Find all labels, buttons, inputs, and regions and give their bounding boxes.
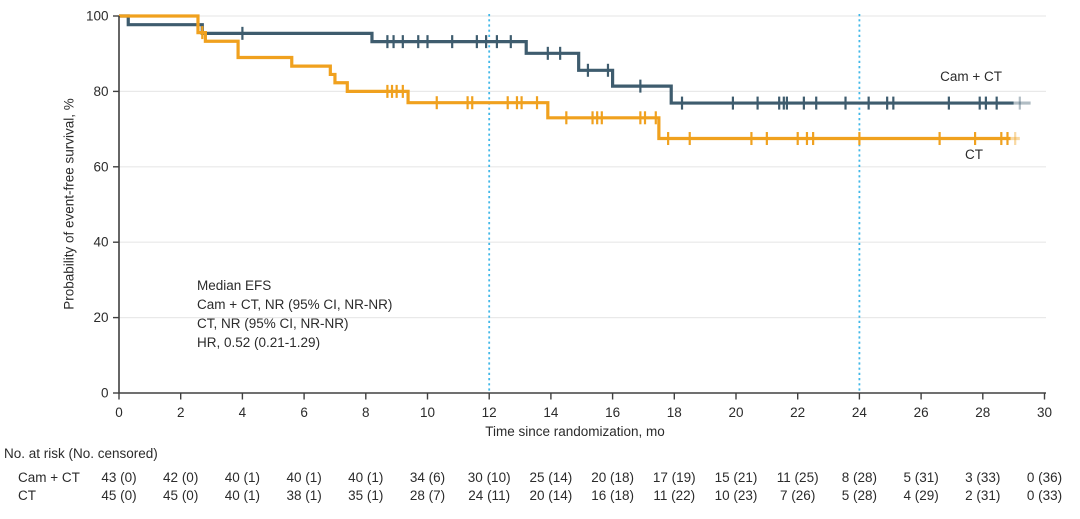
risk-cell: 25 (14)	[529, 470, 573, 485]
risk-cell: 5 (31)	[903, 470, 939, 485]
risk-cell: 16 (18)	[591, 488, 634, 503]
series-label-ct: CT	[965, 147, 983, 162]
y-tick-label: 100	[86, 9, 109, 24]
risk-cell: 38 (1)	[286, 488, 322, 503]
x-tick-label: 30	[1037, 405, 1052, 420]
x-tick-label: 28	[975, 405, 990, 420]
risk-cell: 8 (28)	[841, 470, 878, 485]
risk-cell: 11 (22)	[653, 488, 696, 503]
x-tick-label: 16	[605, 405, 620, 420]
risk-cell: 17 (19)	[652, 470, 696, 485]
y-tick-label: 40	[93, 235, 108, 250]
risk-table-row: CT 45 (0) 45 (0) 40 (1) 38 (1) 35 (1) 28 (7) 24…	[0, 488, 1080, 504]
risk-cell: 5 (28)	[841, 488, 878, 503]
y-tick-label: 20	[93, 310, 108, 325]
y-axis-title: Probability of event-free survival, %	[61, 98, 77, 310]
risk-cell: 2 (31)	[965, 488, 1001, 503]
x-tick-label: 4	[239, 405, 247, 420]
risk-cell: 42 (0)	[163, 470, 199, 485]
annotation-line-median: Median EFS	[197, 278, 272, 293]
risk-cell: 0 (33)	[1026, 488, 1063, 503]
risk-cell: 15 (21)	[714, 470, 758, 485]
risk-cell: 20 (18)	[591, 470, 634, 485]
risk-table-header: No. at risk (No. censored)	[4, 446, 158, 461]
risk-cell: 45 (0)	[101, 488, 137, 503]
x-tick-label: 0	[115, 405, 123, 420]
annotation-line-hr: HR, 0.52 (0.21-1.29)	[197, 335, 321, 350]
risk-cell: 3 (33)	[965, 470, 1001, 485]
km-curve	[119, 14, 1011, 141]
risk-cell: 40 (1)	[224, 488, 261, 503]
x-tick-label: 8	[362, 405, 370, 420]
risk-cell: 45 (0)	[163, 488, 199, 503]
risk-cell: 40 (1)	[286, 470, 322, 485]
risk-row-label: Cam + CT	[18, 470, 80, 485]
risk-cell: 35 (1)	[348, 488, 384, 503]
risk-cell: 34 (6)	[409, 470, 446, 485]
annotation-line-ct: CT, NR (95% CI, NR-NR)	[197, 316, 349, 331]
risk-cell: 30 (10)	[467, 470, 511, 485]
risk-row-label: CT	[18, 488, 36, 503]
x-tick-label: 6	[300, 405, 308, 420]
x-axis-title: Time since randomization, mo	[485, 424, 665, 439]
risk-cell: 10 (23)	[714, 488, 758, 503]
risk-cell: 40 (1)	[224, 470, 261, 485]
risk-cell: 0 (36)	[1026, 470, 1063, 485]
km-curve	[119, 14, 1014, 105]
x-tick-label: 24	[852, 405, 868, 420]
x-tick-label: 12	[482, 405, 497, 420]
x-tick-label: 20	[728, 405, 743, 420]
x-tick-label: 26	[914, 405, 929, 420]
x-tick-label: 18	[667, 405, 682, 420]
series-label-cam-ct: Cam + CT	[940, 69, 1002, 84]
y-tick-label: 0	[101, 386, 109, 401]
x-tick-label: 22	[790, 405, 805, 420]
risk-cell: 4 (29)	[903, 488, 939, 503]
annotation-line-camct: Cam + CT, NR (95% CI, NR-NR)	[197, 297, 393, 312]
risk-table-row: Cam + CT 43 (0) 42 (0) 40 (1) 40 (1) 40 (1) 34…	[0, 470, 1080, 486]
risk-cell: 20 (14)	[529, 488, 573, 503]
risk-cell: 28 (7)	[409, 488, 446, 503]
y-tick-label: 60	[93, 159, 108, 174]
y-tick-label: 80	[93, 84, 108, 99]
risk-cell: 24 (11)	[468, 488, 511, 503]
median-efs-annotation: Median EFS Cam + CT, NR (95% CI, NR-NR) …	[197, 276, 392, 352]
risk-cell: 43 (0)	[101, 470, 137, 485]
x-tick-label: 2	[177, 405, 185, 420]
risk-cell: 40 (1)	[348, 470, 384, 485]
risk-cell: 7 (26)	[780, 488, 816, 503]
x-tick-label: 10	[420, 405, 435, 420]
x-tick-label: 14	[543, 405, 559, 420]
risk-cell: 11 (25)	[776, 470, 819, 485]
